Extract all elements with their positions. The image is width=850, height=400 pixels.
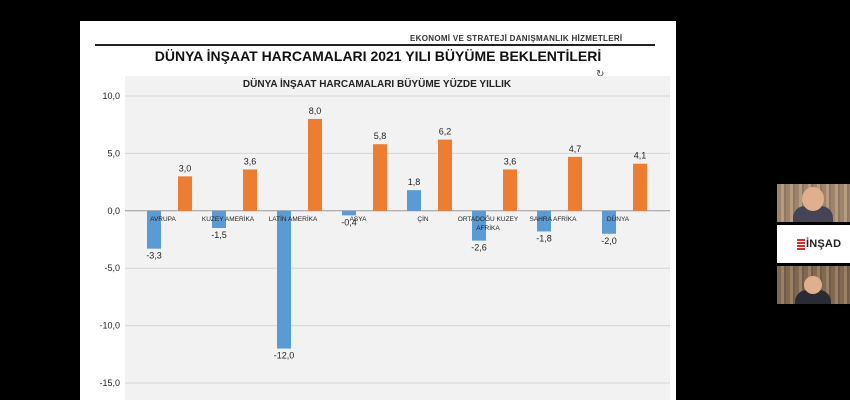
data-label: -1,8 <box>536 233 552 243</box>
data-label: 3,0 <box>179 163 192 173</box>
bar <box>633 163 647 211</box>
category-label: ÇİN <box>417 214 429 223</box>
category-label: LATİN AMERİKA <box>269 214 318 223</box>
bar <box>503 169 517 211</box>
category-label: ORTADOĞU KUZEY <box>458 214 519 223</box>
growth-bar-chart: DÜNYA İNŞAAT HARCAMALARI BÜYÜME YÜZDE YI… <box>99 76 670 400</box>
category-label: SAHRA AFRİKA <box>530 214 578 223</box>
data-label: 4,7 <box>569 144 582 154</box>
bar <box>438 139 452 211</box>
y-tick-label: 0,0 <box>107 206 120 216</box>
bar <box>212 210 226 229</box>
participant-video-1[interactable] <box>777 184 850 222</box>
presentation-slide: EKONOMİ VE STRATEJİ DANIŞMANLIK HİZMETLE… <box>80 21 676 400</box>
company-header: EKONOMİ VE STRATEJİ DANIŞMANLIK HİZMETLE… <box>410 34 623 43</box>
data-label: 3,6 <box>504 156 517 166</box>
data-label: 1,8 <box>408 177 421 187</box>
bar <box>243 169 257 211</box>
logo-text: İNŞAD <box>806 238 842 250</box>
insad-logo: İNŞAD <box>797 236 841 252</box>
data-label: 3,6 <box>244 156 257 166</box>
bar <box>602 210 616 234</box>
category-label: AFRİKA <box>476 223 500 232</box>
participant-face <box>804 276 822 294</box>
y-tick-label: 10,0 <box>102 91 120 101</box>
cursor-icon: ↻ <box>596 69 605 80</box>
plot-area <box>125 76 670 400</box>
bar <box>407 190 421 211</box>
slide-title: DÜNYA İNŞAAT HARCAMALARI 2021 YILI BÜYÜM… <box>154 48 602 64</box>
bar <box>178 176 192 211</box>
bar <box>568 156 582 211</box>
data-label: -2,6 <box>471 243 487 253</box>
participant-face <box>802 187 824 211</box>
bar <box>537 210 551 232</box>
bar <box>342 210 356 216</box>
participant-avatar <box>793 206 833 222</box>
data-label: -2,0 <box>601 236 617 246</box>
y-tick-label: -10,0 <box>99 321 120 331</box>
data-label: -0,4 <box>341 217 357 227</box>
y-tick-label: 5,0 <box>107 148 120 158</box>
data-label: 4,1 <box>634 151 647 161</box>
logo-mark-icon <box>797 239 805 250</box>
bar <box>277 210 291 349</box>
data-label: 6,2 <box>439 127 452 137</box>
category-label: ASYA <box>350 216 368 223</box>
chart-title: DÜNYA İNŞAAT HARCAMALARI BÜYÜME YÜZDE YI… <box>243 77 512 90</box>
bar <box>373 144 387 211</box>
participant-avatar <box>795 290 831 304</box>
category-label: DÜNYA <box>607 215 630 223</box>
bar <box>308 118 322 211</box>
bar <box>472 210 486 241</box>
data-label: 5,8 <box>374 131 387 141</box>
bar <box>147 210 161 249</box>
data-label: -1,5 <box>211 230 227 240</box>
data-label: 8,0 <box>309 106 322 116</box>
data-label: -12,0 <box>274 351 295 361</box>
category-label: AVRUPA <box>150 216 176 223</box>
category-label: KUZEY AMERİKA <box>202 214 255 223</box>
y-tick-label: -5,0 <box>104 263 120 273</box>
participant-video-3[interactable] <box>777 266 850 304</box>
y-tick-label: -15,0 <box>99 378 120 388</box>
data-label: -3,3 <box>146 251 162 261</box>
participant-video-2[interactable]: İNŞAD <box>777 225 850 263</box>
header-divider <box>95 44 655 46</box>
